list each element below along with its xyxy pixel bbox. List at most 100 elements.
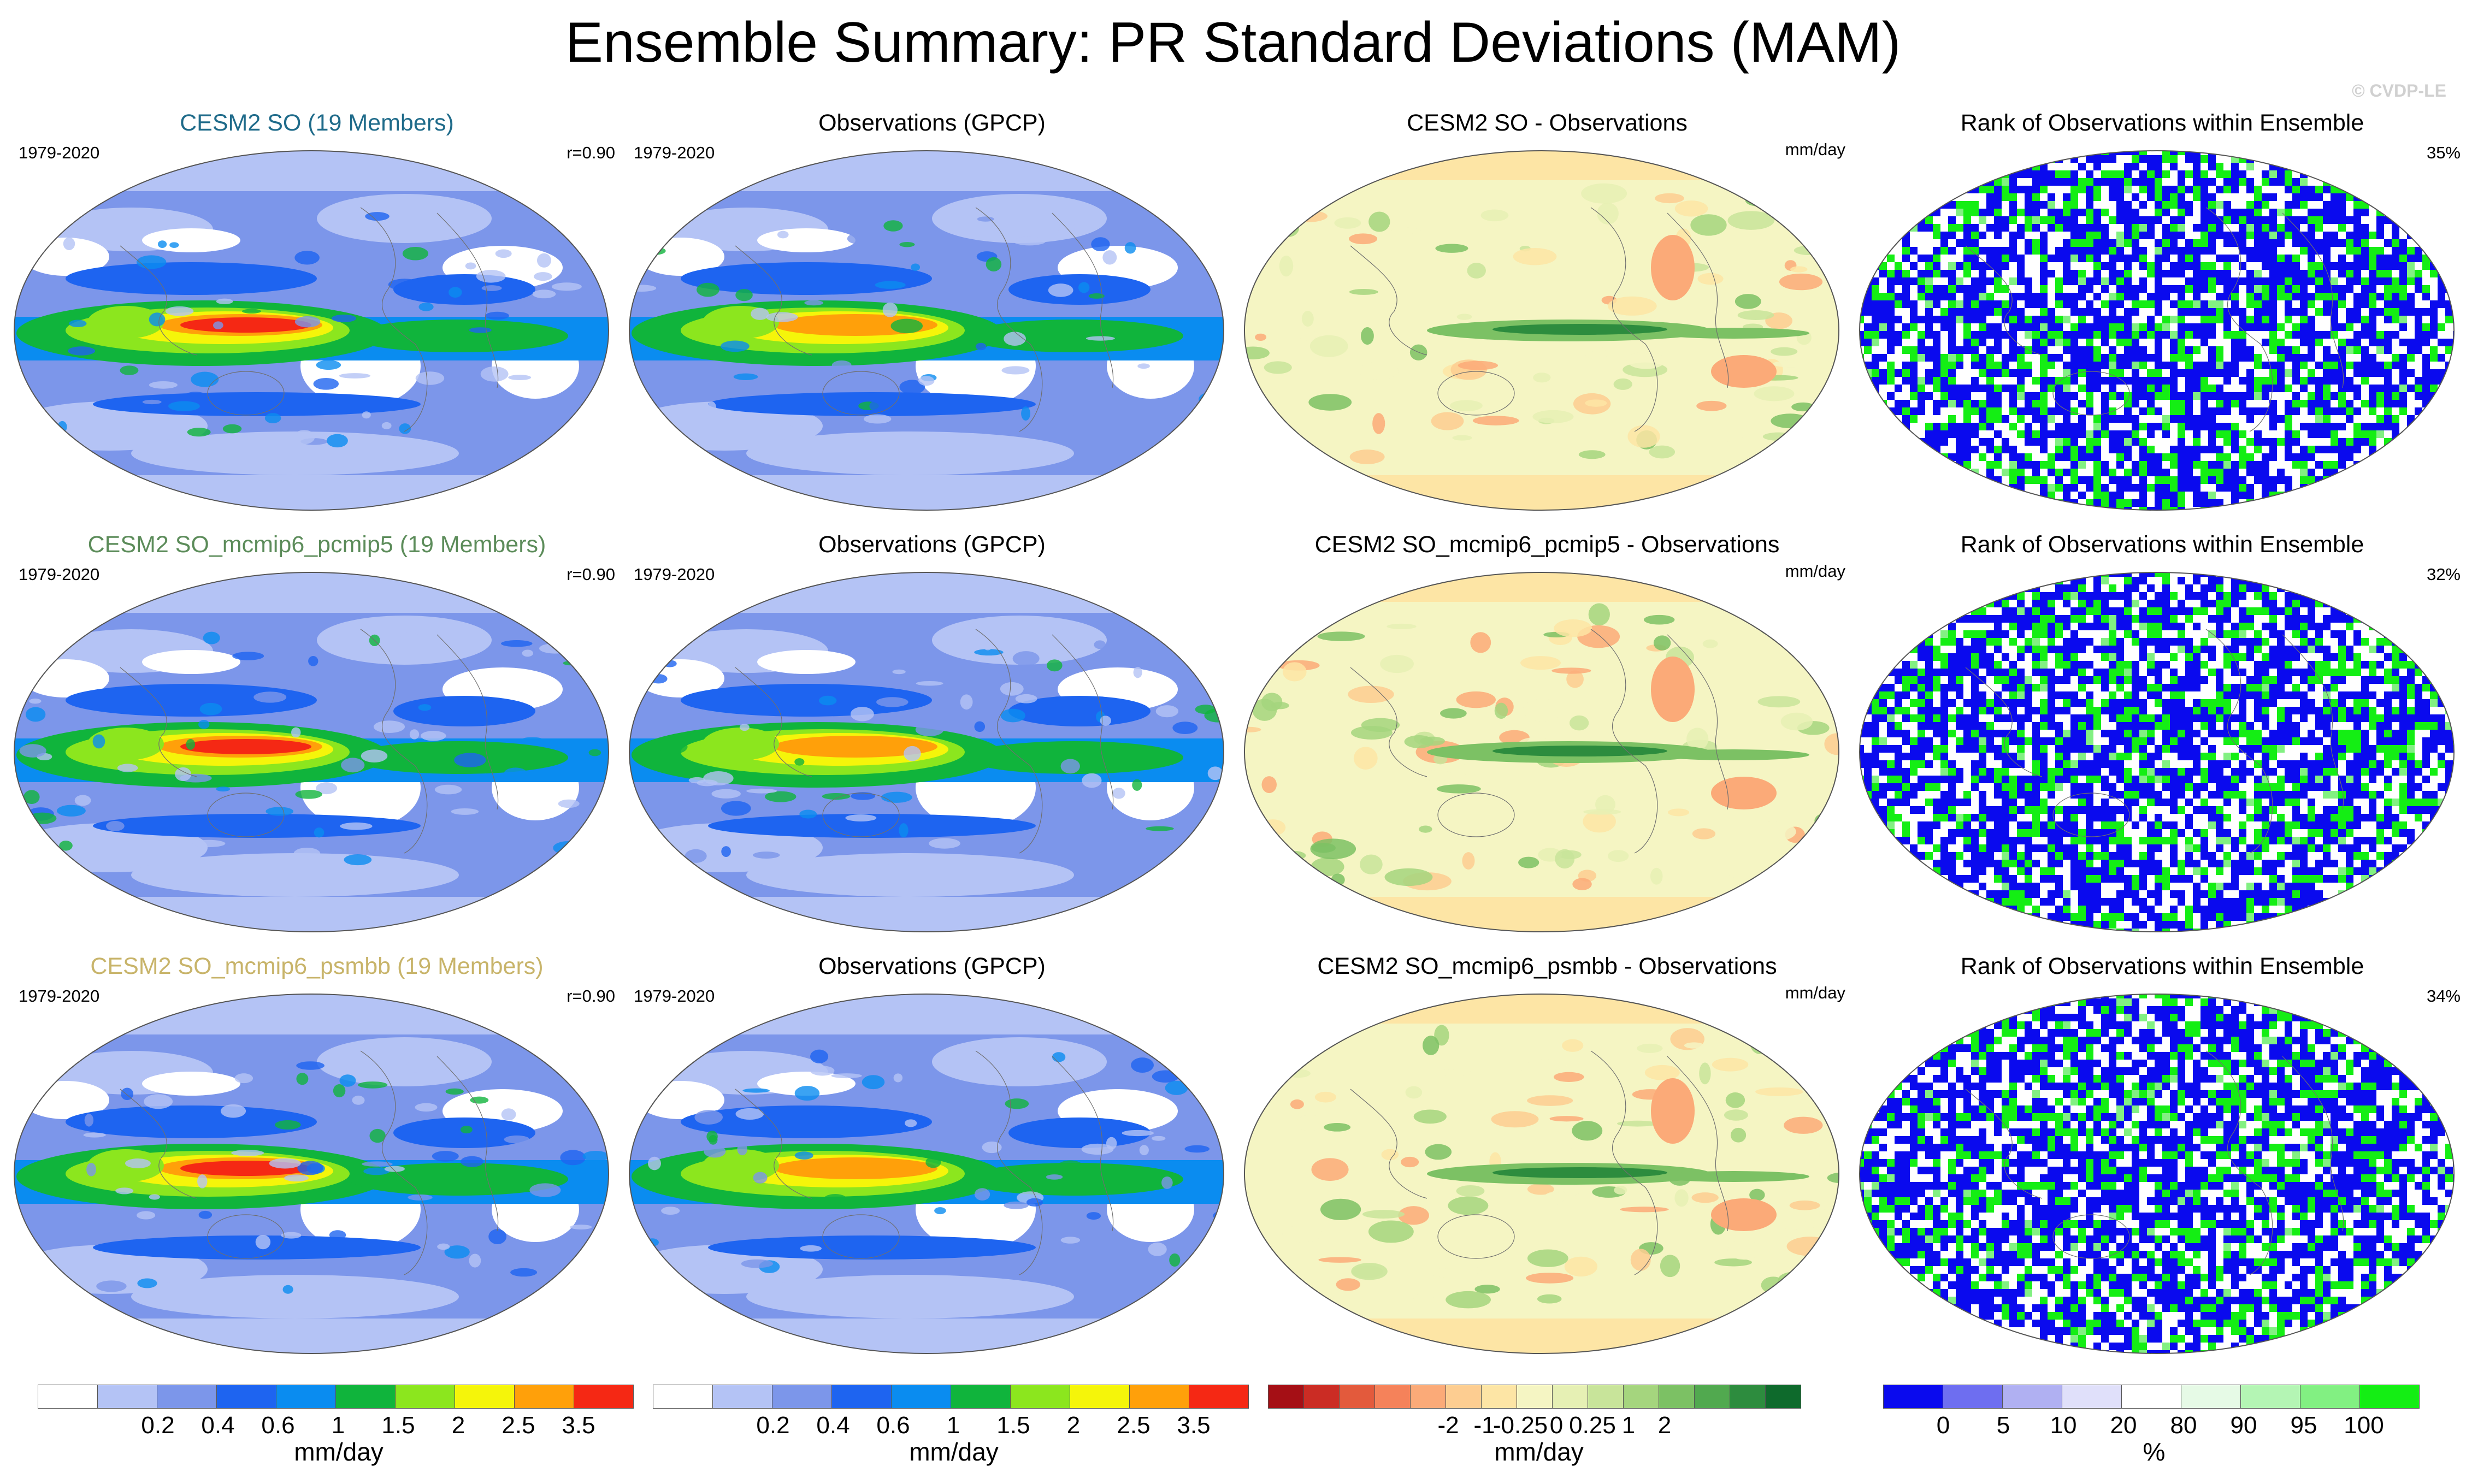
colorbar-tick-label: 2	[1657, 1412, 1672, 1439]
colorbar-swatch	[1339, 1385, 1375, 1409]
colorbar-swatch	[1552, 1385, 1588, 1409]
colorbar-tick-label: -1	[1473, 1412, 1495, 1439]
panel-title: Observations (GPCP)	[818, 531, 1046, 558]
figure-title: Ensemble Summary: PR Standard Deviations…	[565, 11, 1901, 74]
colorbar-swatch	[38, 1385, 98, 1409]
colorbar-swatch	[1943, 1385, 2003, 1409]
colorbar-tick-label: 0.4	[201, 1412, 235, 1439]
panel-rank-row2: Rank of Observations within Ensemble 32%	[1856, 531, 2466, 932]
colorbar-tick-label: 2	[1066, 1412, 1081, 1439]
panel-title: CESM2 SO_mcmip6_pcmip5 - Observations	[1314, 531, 1780, 558]
colorbar-tick-label: -2	[1437, 1412, 1459, 1439]
colorbar-rank: 0 5 10 20 80 90 95 100%	[1883, 1385, 2424, 1472]
colorbar-swatch	[1623, 1385, 1659, 1409]
colorbar-tick-label: 0.6	[876, 1412, 910, 1439]
colorbar-tick-label: 1	[1621, 1412, 1636, 1439]
colorbar-tick-label: 2.5	[502, 1412, 535, 1439]
rank-percent: 32%	[2426, 565, 2461, 584]
colorbar-swatch	[951, 1385, 1011, 1409]
colorbar-units: mm/day	[1494, 1438, 1584, 1466]
colorbar-tick-label: 1.5	[996, 1412, 1030, 1439]
panel-title: CESM2 SO_mcmip6_psmbb - Observations	[1317, 953, 1777, 979]
colorbar-swatch	[1481, 1385, 1517, 1409]
units-label: mm/day	[1785, 983, 1845, 1002]
panel-title: Rank of Observations within Ensemble	[1960, 953, 2364, 979]
panel-title: CESM2 SO (19 Members)	[180, 110, 454, 136]
colorbar-tick-label: 2	[451, 1412, 465, 1439]
colorbar-stddev: 0.2 0.4 0.6 1 1.5 2 2.5 3.5 mm/day	[653, 1385, 1254, 1472]
colorbar-tick-label: 2.5	[1117, 1412, 1151, 1439]
map-obs	[629, 572, 1224, 932]
period-label: 1979-2020	[19, 986, 100, 1006]
colorbar-swatch	[1446, 1385, 1482, 1409]
colorbar-tick-label: 5	[1996, 1412, 2010, 1439]
panel-rank-row3: Rank of Observations within Ensemble 34%	[1856, 953, 2466, 1354]
panel-title: Observations (GPCP)	[818, 110, 1046, 136]
colorbar-swatch	[1694, 1385, 1730, 1409]
pattern-correlation: r=0.90	[567, 565, 615, 584]
colorbar-tick-label: 0.6	[261, 1412, 295, 1439]
map-model	[14, 150, 609, 511]
colorbar-swatch	[772, 1385, 832, 1409]
colorbar-diff: -2 -1 -0.25 0 0.25 1 2 mm/day	[1268, 1385, 1809, 1472]
colorbar-tick-label: 10	[2050, 1412, 2077, 1439]
colorbar-swatch	[712, 1385, 772, 1409]
panel-diff-row1: CESM2 SO - Observations mm/day	[1241, 109, 1853, 511]
pattern-correlation: r=0.90	[567, 143, 615, 162]
panel-title: CESM2 SO_mcmip6_psmbb (19 Members)	[90, 953, 544, 979]
rank-percent: 34%	[2426, 986, 2461, 1006]
panel-title: Observations (GPCP)	[818, 953, 1046, 979]
rank-percent: 35%	[2426, 143, 2461, 162]
colorbar-swatch	[157, 1385, 217, 1409]
map-model	[14, 572, 609, 932]
map-diff	[1244, 572, 1839, 932]
colorbar-swatch	[1410, 1385, 1446, 1409]
colorbar-tick-label: 80	[2170, 1412, 2197, 1439]
panel-obs-row1: Observations (GPCP) 1979-2020	[626, 109, 1238, 511]
panel-diff-row2: CESM2 SO_mcmip6_pcmip5 - Observations mm/…	[1241, 531, 1853, 932]
colorbar-tick-label: 95	[2290, 1412, 2317, 1439]
colorbar-swatch	[2300, 1385, 2360, 1409]
period-label: 1979-2020	[634, 986, 715, 1006]
colorbar-tick-label: 1.5	[381, 1412, 415, 1439]
period-label: 1979-2020	[19, 565, 100, 584]
colorbar-tick-label: 90	[2230, 1412, 2257, 1439]
colorbar-tick-label: 0	[1549, 1412, 1564, 1439]
colorbar-swatch	[831, 1385, 892, 1409]
colorbar-swatch	[1374, 1385, 1411, 1409]
colorbar-swatch	[2181, 1385, 2241, 1409]
panel-title: CESM2 SO_mcmip6_pcmip5 (19 Members)	[87, 531, 546, 558]
colorbar-units: %	[2143, 1438, 2166, 1466]
colorbar-tick-label: 100	[2344, 1412, 2384, 1439]
period-label: 1979-2020	[634, 143, 715, 162]
colorbar-tick-label: 1	[946, 1412, 960, 1439]
colorbar-tick-label: 3.5	[1177, 1412, 1211, 1439]
colorbar-swatch	[97, 1385, 157, 1409]
map-rank	[1859, 994, 2455, 1354]
panel-rank-row1: Rank of Observations within Ensemble 35%	[1856, 109, 2466, 511]
panel-model-row3: CESM2 SO_mcmip6_psmbb (19 Members) 1979-2…	[11, 953, 623, 1354]
colorbar-swatch	[1588, 1385, 1624, 1409]
map-rank	[1859, 572, 2455, 932]
panel-model-row2: CESM2 SO_mcmip6_pcmip5 (19 Members) 1979-…	[11, 531, 623, 932]
panel-diff-row3: CESM2 SO_mcmip6_psmbb - Observations mm/d…	[1241, 953, 1853, 1354]
colorbar-swatch	[2240, 1385, 2300, 1409]
colorbar-units: mm/day	[909, 1438, 999, 1466]
panel-obs-row3: Observations (GPCP) 1979-2020	[626, 953, 1238, 1354]
colorbar-tick-label: 3.5	[562, 1412, 595, 1439]
map-diff	[1244, 994, 1839, 1354]
colorbar-tick-label: 0.25	[1569, 1412, 1616, 1439]
colorbar-swatch	[1765, 1385, 1801, 1409]
colorbar-tick-label: -0.25	[1492, 1412, 1548, 1439]
colorbar-swatch	[276, 1385, 336, 1409]
map-rank	[1859, 150, 2455, 511]
panel-title: Rank of Observations within Ensemble	[1960, 531, 2364, 558]
colorbar-tick-label: 0.2	[756, 1412, 790, 1439]
colorbar-stddev: 0.2 0.4 0.6 1 1.5 2 2.5 3.5 mm/day	[38, 1385, 639, 1472]
colorbar-tick-label: 20	[2110, 1412, 2137, 1439]
colorbar-swatch	[335, 1385, 396, 1409]
panel-model-row1: CESM2 SO (19 Members) 1979-2020 r=0.90	[11, 109, 623, 511]
colorbar-swatch	[1268, 1385, 1304, 1409]
map-diff	[1244, 150, 1839, 511]
panel-obs-row2: Observations (GPCP) 1979-2020	[626, 531, 1238, 932]
